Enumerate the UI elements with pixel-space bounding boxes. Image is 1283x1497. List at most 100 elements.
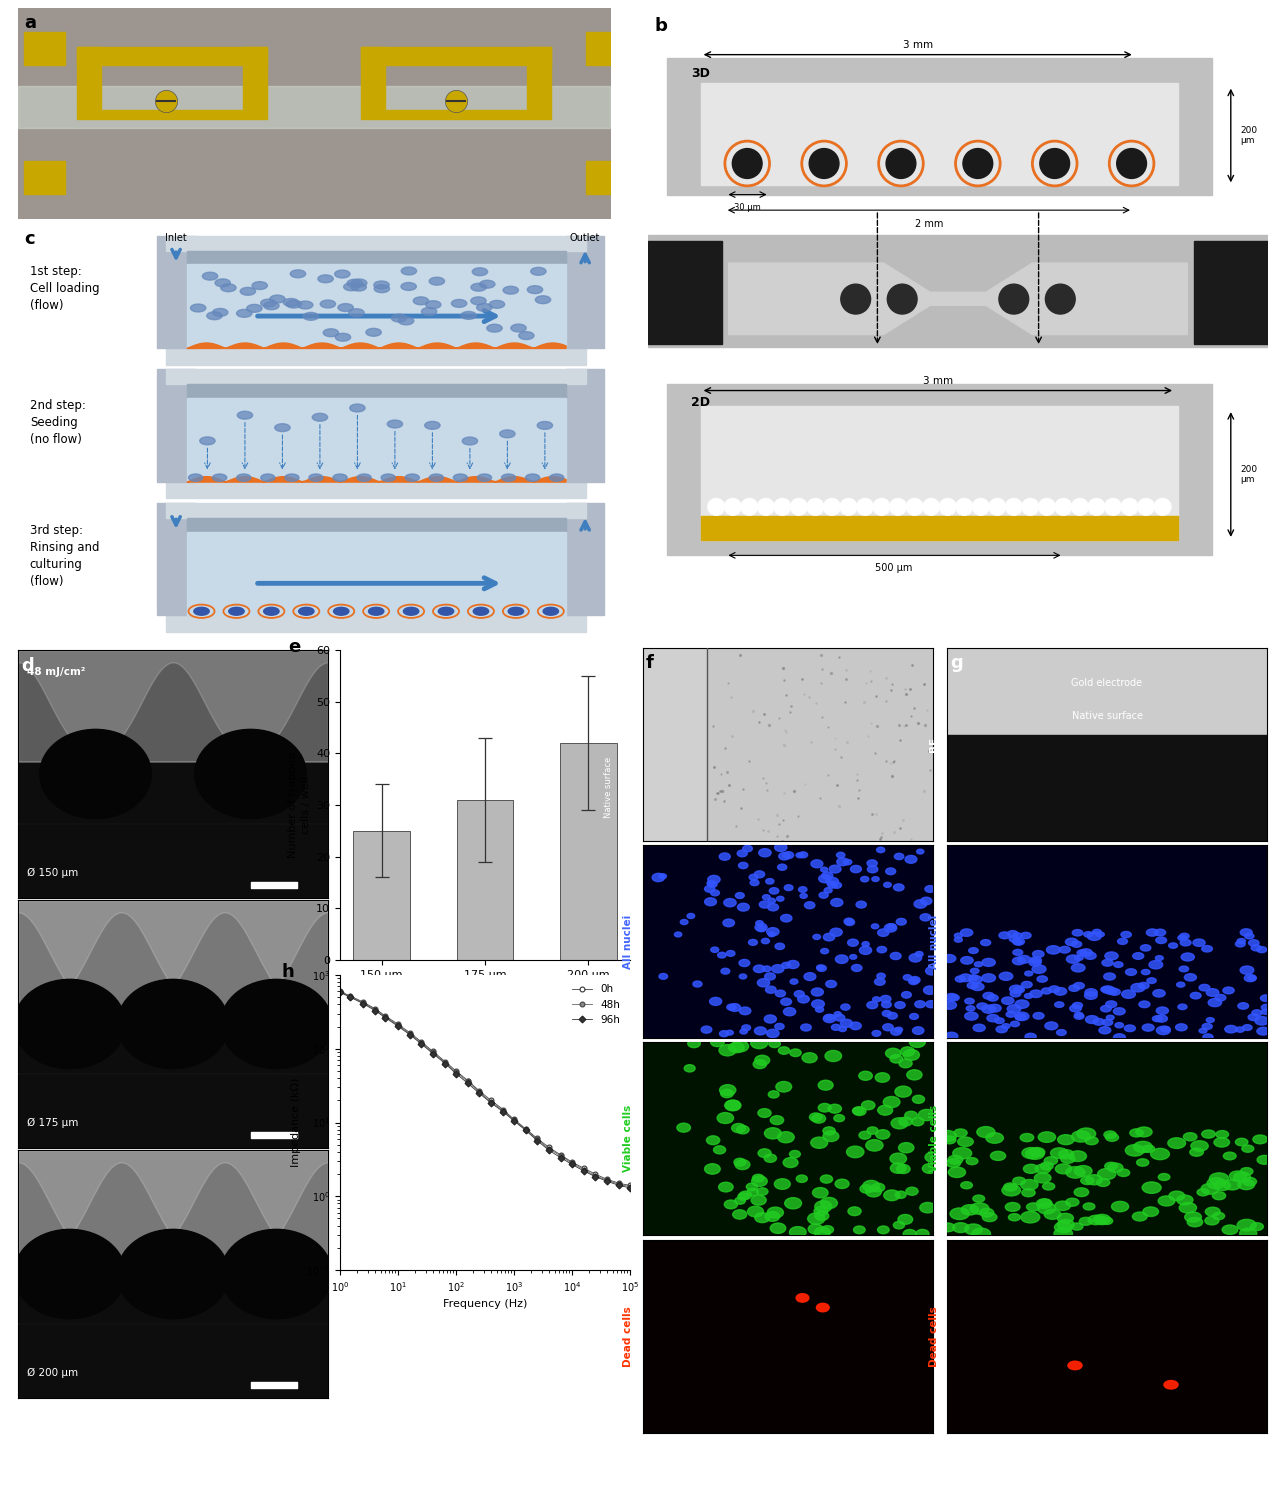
Circle shape [1101,1006,1111,1012]
Circle shape [1241,1168,1253,1175]
Circle shape [828,882,838,888]
Circle shape [961,957,974,964]
Circle shape [890,1054,903,1063]
Circle shape [290,269,305,278]
Circle shape [887,924,896,930]
Text: 1st step:
Cell loading
(flow): 1st step: Cell loading (flow) [30,265,100,313]
Circle shape [851,865,861,873]
96h [461,1075,476,1093]
Circle shape [1202,946,1212,952]
Circle shape [413,296,429,305]
Circle shape [1245,933,1253,939]
Circle shape [905,855,917,864]
Circle shape [876,847,885,853]
Circle shape [1152,1016,1162,1021]
Circle shape [1097,1169,1116,1180]
Circle shape [907,1070,922,1079]
Circle shape [817,966,826,972]
Circle shape [1101,987,1110,993]
Circle shape [1015,940,1023,945]
Circle shape [753,966,765,973]
Circle shape [821,867,828,871]
Circle shape [798,996,810,1003]
48h [518,1121,534,1139]
Circle shape [1105,499,1121,515]
Circle shape [781,998,792,1006]
Circle shape [1180,939,1191,946]
Text: g: g [951,654,964,672]
Circle shape [731,1040,748,1052]
Bar [667,58,1212,195]
Circle shape [1032,966,1046,973]
Circle shape [348,280,363,287]
Circle shape [835,955,848,964]
Circle shape [677,1123,690,1132]
Circle shape [739,1007,751,1015]
Circle shape [940,1223,955,1232]
Bar [566,370,604,482]
Circle shape [1141,945,1151,951]
0h [448,1061,463,1079]
Circle shape [849,955,857,960]
Circle shape [1074,1013,1084,1019]
Circle shape [1057,1213,1074,1223]
Circle shape [1223,1153,1236,1160]
Circle shape [957,1138,974,1147]
48h [461,1072,476,1090]
Circle shape [765,1211,780,1222]
Circle shape [1058,1150,1074,1159]
Circle shape [1021,1189,1035,1196]
Circle shape [1007,931,1019,937]
Circle shape [767,928,779,936]
Circle shape [739,862,748,868]
Circle shape [194,608,209,615]
Circle shape [1102,960,1114,966]
Bar [187,518,566,531]
Circle shape [461,311,476,319]
Circle shape [260,475,275,482]
Circle shape [269,295,285,302]
Circle shape [189,475,203,482]
Circle shape [1076,949,1087,955]
Circle shape [511,323,526,332]
Circle shape [1021,499,1039,515]
Circle shape [949,1208,969,1220]
Circle shape [1179,1202,1197,1213]
Circle shape [858,1072,872,1081]
Circle shape [718,1183,733,1192]
Circle shape [1048,987,1060,993]
96h [390,1018,405,1036]
Text: f: f [645,654,654,672]
Circle shape [1191,1141,1209,1151]
Circle shape [826,981,837,988]
Circle shape [1080,1177,1094,1184]
Circle shape [961,928,973,936]
Circle shape [1055,1001,1064,1007]
0h [599,1171,615,1189]
Circle shape [1251,1223,1264,1231]
Circle shape [906,1187,919,1195]
Circle shape [872,1030,881,1036]
Circle shape [887,148,916,178]
0h [588,1165,603,1183]
Circle shape [1156,937,1166,943]
Circle shape [775,943,785,949]
Circle shape [1039,148,1070,178]
Circle shape [1236,942,1246,948]
Circle shape [213,308,228,316]
Circle shape [906,499,924,515]
48h [599,1171,615,1189]
Circle shape [462,437,477,445]
Circle shape [357,475,371,482]
Circle shape [1187,1217,1202,1226]
Circle shape [1133,1213,1147,1222]
Circle shape [875,1073,889,1082]
Circle shape [1134,1141,1152,1153]
Bar [701,82,1178,186]
Circle shape [1214,1138,1229,1147]
Bar [157,370,195,482]
Circle shape [872,499,890,515]
Circle shape [1030,957,1042,964]
Circle shape [1042,988,1052,994]
48h [484,1093,499,1111]
